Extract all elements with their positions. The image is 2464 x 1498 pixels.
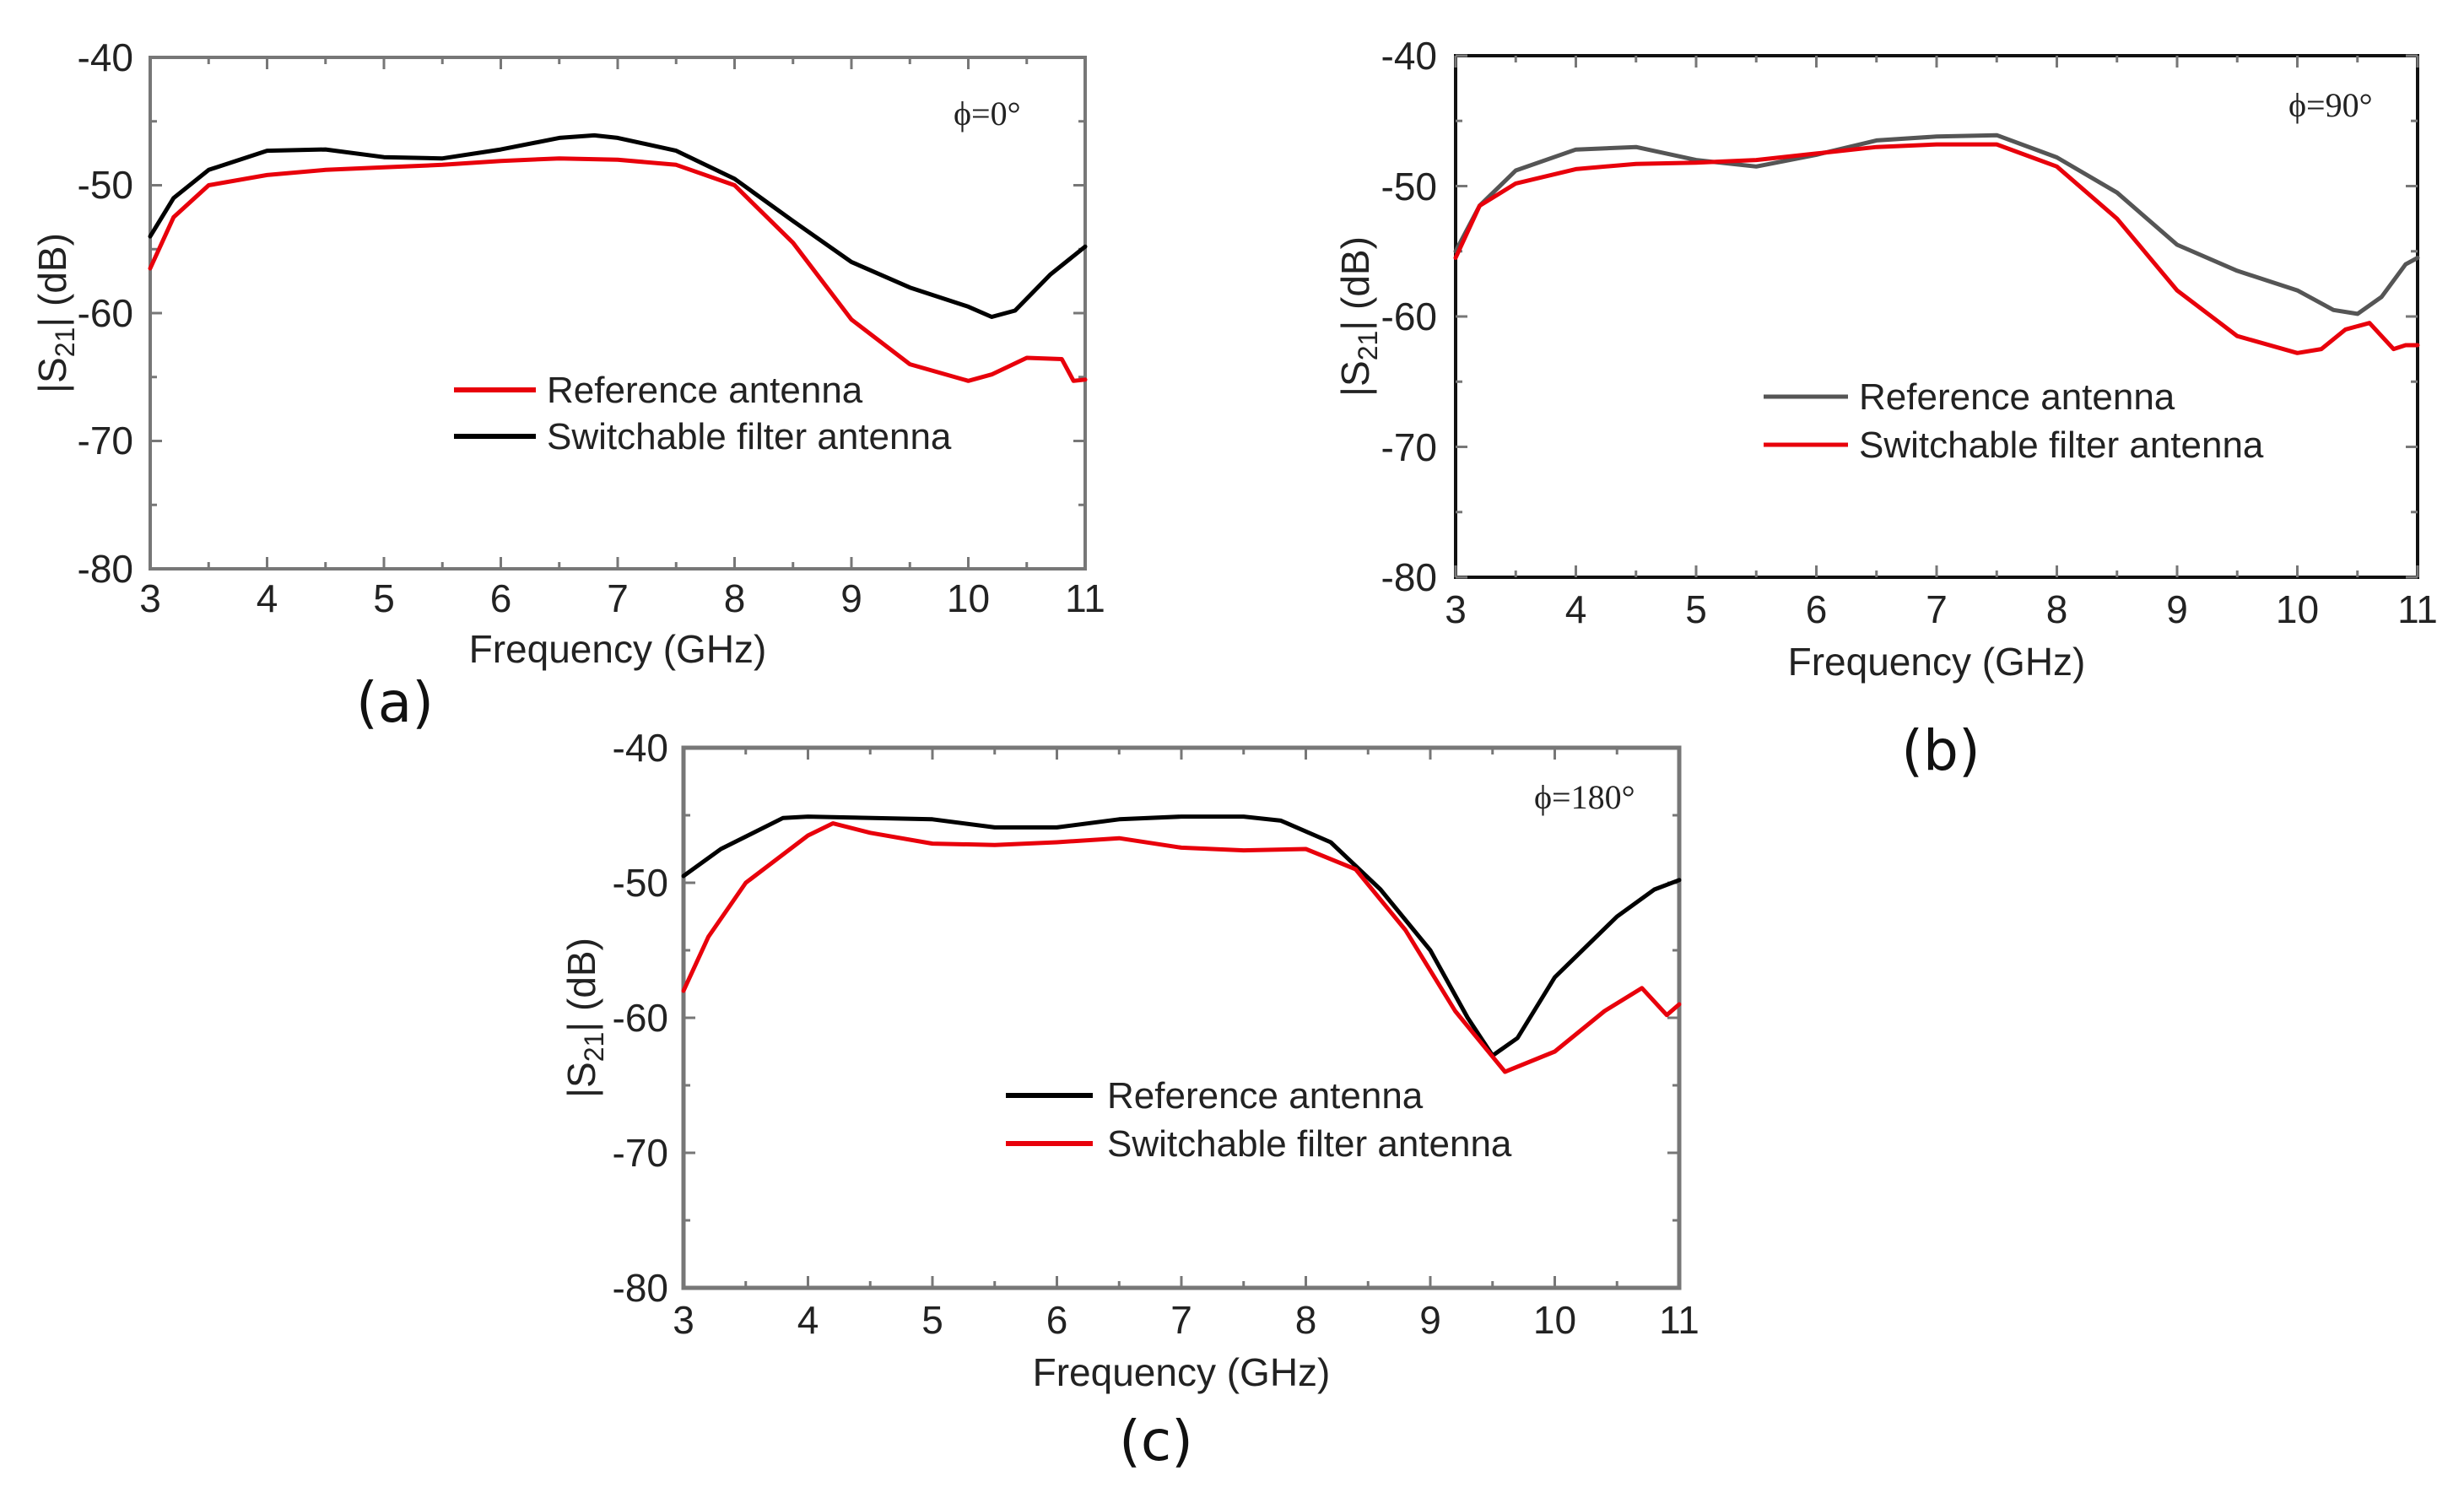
y-tick-label-b-70: -70 xyxy=(1381,425,1437,469)
legend-label-a-reference: Reference antenna xyxy=(547,370,863,411)
phi-annotation-a: ϕ=0° xyxy=(954,95,1021,132)
series-group-b xyxy=(1453,132,2420,355)
x-axis-title-c: Frequency (GHz) xyxy=(1033,1350,1331,1394)
x-tick-label-c-10: 10 xyxy=(1533,1298,1576,1342)
x-tick-label-c-4: 4 xyxy=(797,1298,819,1342)
y-axis-title-c: |S21| (dB) xyxy=(559,938,609,1098)
x-tick-label-a-3: 3 xyxy=(139,576,161,620)
plot-frame-b xyxy=(1454,54,2419,579)
legend-label-b-switchable: Switchable filter antenna xyxy=(1859,425,2264,466)
ticks-c xyxy=(682,746,1681,1290)
panel-b: -80 -70 -60 -50 -40 3 4 5 6 7 8 9 10 11 … xyxy=(1333,34,2438,783)
x-tick-label-b-6: 6 xyxy=(1806,587,1828,631)
y-tick-label-b-80: -80 xyxy=(1381,555,1437,599)
series-line-a-reference xyxy=(148,156,1088,383)
x-tick-label-a-10: 10 xyxy=(947,576,990,620)
y-tick-label-c-40: -40 xyxy=(613,726,668,770)
x-tick-label-c-6: 6 xyxy=(1046,1298,1068,1342)
x-tick-label-a-6: 6 xyxy=(490,576,512,620)
legend-label-c-reference: Reference antenna xyxy=(1107,1075,1424,1117)
y-axis-title-b: |S21| (dB) xyxy=(1333,236,1383,397)
y-tick-label-a-60: -60 xyxy=(78,291,133,335)
x-tick-label-a-8: 8 xyxy=(724,576,746,620)
x-axis-title-b: Frequency (GHz) xyxy=(1788,640,2086,684)
series-line-c-reference xyxy=(681,814,1682,1058)
series-line-b-reference xyxy=(1453,132,2420,316)
x-tick-label-b-11: 11 xyxy=(2397,587,2438,631)
x-tick-label-b-4: 4 xyxy=(1565,587,1587,631)
plot-frame-a xyxy=(149,56,1087,571)
panel-label-a: (a) xyxy=(356,670,434,735)
series-group-a xyxy=(148,132,1088,383)
x-tick-label-a-5: 5 xyxy=(373,576,395,620)
x-tick-label-b-3: 3 xyxy=(1445,587,1467,631)
x-tick-label-c-7: 7 xyxy=(1170,1298,1192,1342)
panel-c: -80 -70 -60 -50 -40 3 4 5 6 7 8 9 10 11 … xyxy=(559,726,1699,1474)
phi-annotation-c: ϕ=180° xyxy=(1534,778,1635,816)
x-tick-label-c-8: 8 xyxy=(1295,1298,1317,1342)
x-tick-label-c-3: 3 xyxy=(673,1298,694,1342)
x-tick-label-a-9: 9 xyxy=(840,576,862,620)
phi-annotation-b: ϕ=90° xyxy=(2288,86,2373,124)
x-tick-label-b-5: 5 xyxy=(1685,587,1707,631)
y-tick-label-c-50: -50 xyxy=(613,861,668,905)
x-tick-label-a-7: 7 xyxy=(607,576,629,620)
legend-label-a-switchable: Switchable filter antenna xyxy=(547,416,952,457)
x-tick-label-b-8: 8 xyxy=(2046,587,2068,631)
panel-a: -80 -70 -60 -50 -40 3 4 5 6 7 8 9 10 11 … xyxy=(30,35,1105,735)
panel-label-c: (c) xyxy=(1119,1409,1193,1474)
legend-label-b-reference: Reference antenna xyxy=(1859,376,2175,418)
y-tick-label-a-70: -70 xyxy=(78,419,133,462)
series-line-c-switchable xyxy=(681,821,1682,1074)
ticks-b xyxy=(1454,54,2419,579)
x-tick-label-c-11: 11 xyxy=(1659,1298,1699,1342)
y-axis-title-a: |S21| (dB) xyxy=(30,233,80,393)
series-group-c xyxy=(681,814,1682,1074)
x-tick-label-b-7: 7 xyxy=(1926,587,1948,631)
panel-label-b: (b) xyxy=(1901,718,1980,783)
y-tick-label-b-60: -60 xyxy=(1381,295,1437,338)
x-tick-label-b-9: 9 xyxy=(2166,587,2188,631)
y-tick-label-c-80: -80 xyxy=(613,1266,668,1310)
y-tick-label-c-70: -70 xyxy=(613,1131,668,1175)
y-tick-label-b-40: -40 xyxy=(1381,34,1437,78)
x-tick-label-a-11: 11 xyxy=(1065,576,1105,620)
x-axis-title-a: Frequency (GHz) xyxy=(469,627,767,671)
y-tick-label-b-50: -50 xyxy=(1381,165,1437,208)
y-tick-label-a-80: -80 xyxy=(78,547,133,591)
x-tick-label-b-10: 10 xyxy=(2276,587,2319,631)
y-tick-label-a-50: -50 xyxy=(78,163,133,207)
ticks-a xyxy=(149,56,1087,571)
x-tick-label-c-5: 5 xyxy=(921,1298,943,1342)
y-tick-label-a-40: -40 xyxy=(78,35,133,79)
legend-label-c-switchable: Switchable filter antenna xyxy=(1107,1123,1512,1165)
y-tick-label-c-60: -60 xyxy=(613,996,668,1040)
series-line-a-switchable xyxy=(148,132,1088,319)
x-tick-label-c-9: 9 xyxy=(1419,1298,1441,1342)
x-tick-label-a-4: 4 xyxy=(257,576,278,620)
series-line-b-switchable xyxy=(1453,142,2420,355)
